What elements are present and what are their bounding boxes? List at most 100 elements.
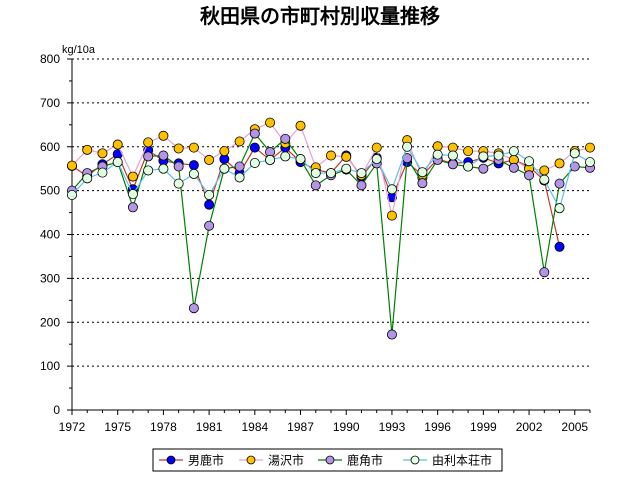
data-point[interactable] xyxy=(493,150,504,161)
data-point[interactable] xyxy=(417,167,428,178)
data-point[interactable] xyxy=(524,156,535,167)
data-point[interactable] xyxy=(234,172,245,183)
data-point[interactable] xyxy=(371,154,382,165)
data-point[interactable] xyxy=(554,203,565,214)
data-point[interactable] xyxy=(265,117,276,128)
data-point[interactable] xyxy=(447,159,458,170)
data-point[interactable] xyxy=(188,168,199,179)
data-point[interactable] xyxy=(280,151,291,162)
data-point[interactable] xyxy=(356,168,367,179)
data-point[interactable] xyxy=(325,150,336,161)
data-point[interactable] xyxy=(127,171,138,182)
data-point[interactable] xyxy=(204,199,215,210)
x-tick-label-1999: 1999 xyxy=(470,420,497,434)
data-point[interactable] xyxy=(204,220,215,231)
data-point[interactable] xyxy=(585,142,596,153)
data-point[interactable] xyxy=(463,161,474,172)
data-point[interactable] xyxy=(432,141,443,152)
data-point[interactable] xyxy=(386,210,397,221)
data-point[interactable] xyxy=(112,139,123,150)
data-point[interactable] xyxy=(341,163,352,174)
y-tick-label-300: 300 xyxy=(40,271,60,285)
data-point[interactable] xyxy=(173,178,184,189)
data-point[interactable] xyxy=(386,329,397,340)
data-point[interactable] xyxy=(524,170,535,181)
data-point[interactable] xyxy=(249,142,260,153)
legend-item-2[interactable]: 鹿角市 xyxy=(318,453,383,468)
data-point[interactable] xyxy=(249,157,260,168)
data-point[interactable] xyxy=(325,168,336,179)
x-tick-label-1975: 1975 xyxy=(104,420,131,434)
data-point[interactable] xyxy=(295,154,306,165)
data-point[interactable] xyxy=(173,143,184,154)
data-point[interactable] xyxy=(188,160,199,171)
data-point[interactable] xyxy=(158,150,169,161)
data-point[interactable] xyxy=(478,151,489,162)
data-point[interactable] xyxy=(82,173,93,184)
data-point[interactable] xyxy=(447,150,458,161)
data-point[interactable] xyxy=(127,189,138,200)
x-tick-label-1987: 1987 xyxy=(287,420,314,434)
data-point[interactable] xyxy=(188,303,199,314)
data-point[interactable] xyxy=(204,154,215,165)
data-point[interactable] xyxy=(188,142,199,153)
data-point[interactable] xyxy=(143,165,154,176)
y-tick-labels: 0 100 200 300 400 500 600 700 800 xyxy=(40,52,60,417)
data-point[interactable] xyxy=(97,167,108,178)
data-point[interactable] xyxy=(234,136,245,147)
data-point[interactable] xyxy=(143,137,154,148)
data-point[interactable] xyxy=(265,154,276,165)
data-point[interactable] xyxy=(554,241,565,252)
legend-item-0[interactable]: 男鹿市 xyxy=(159,453,224,468)
x-tick-label-1984: 1984 xyxy=(241,420,268,434)
data-point[interactable] xyxy=(554,158,565,169)
data-point[interactable] xyxy=(341,151,352,162)
data-point[interactable] xyxy=(219,163,230,174)
data-point[interactable] xyxy=(463,146,474,157)
data-point[interactable] xyxy=(112,157,123,168)
data-point[interactable] xyxy=(219,146,230,157)
data-point[interactable] xyxy=(508,146,519,157)
data-point[interactable] xyxy=(569,161,580,172)
legend-marker xyxy=(325,455,335,465)
data-point[interactable] xyxy=(402,141,413,152)
data-point[interactable] xyxy=(67,190,78,201)
legend-item-3[interactable]: 由利本荘市 xyxy=(403,453,492,468)
data-point[interactable] xyxy=(386,184,397,195)
data-point[interactable] xyxy=(539,165,550,176)
data-point[interactable] xyxy=(173,161,184,172)
data-point[interactable] xyxy=(478,163,489,174)
data-point[interactable] xyxy=(539,267,550,278)
data-point[interactable] xyxy=(158,130,169,141)
data-point[interactable] xyxy=(143,151,154,162)
data-point[interactable] xyxy=(569,148,580,159)
data-point[interactable] xyxy=(585,157,596,168)
y-tick-label-800: 800 xyxy=(40,52,60,66)
data-point[interactable] xyxy=(310,180,321,191)
x-tick-label-2005: 2005 xyxy=(561,420,588,434)
data-point[interactable] xyxy=(127,202,138,213)
data-point[interactable] xyxy=(508,162,519,173)
data-point[interactable] xyxy=(554,178,565,189)
data-point[interactable] xyxy=(234,161,245,172)
data-point[interactable] xyxy=(158,163,169,174)
series-layer xyxy=(67,117,596,340)
y-tick-label-0: 0 xyxy=(53,403,60,417)
data-point[interactable] xyxy=(249,128,260,139)
data-point[interactable] xyxy=(371,142,382,153)
data-point[interactable] xyxy=(310,168,321,179)
data-point[interactable] xyxy=(417,178,428,189)
data-point[interactable] xyxy=(204,190,215,201)
data-point[interactable] xyxy=(82,144,93,155)
data-point[interactable] xyxy=(280,133,291,144)
data-point[interactable] xyxy=(356,180,367,191)
data-point[interactable] xyxy=(97,148,108,159)
data-point[interactable] xyxy=(539,174,550,185)
data-point[interactable] xyxy=(295,120,306,131)
data-point[interactable] xyxy=(432,149,443,160)
legend-marker xyxy=(166,455,176,465)
legend-item-1[interactable]: 湯沢市 xyxy=(239,453,304,468)
data-point[interactable] xyxy=(67,160,78,171)
x-tick-label-1972: 1972 xyxy=(59,420,86,434)
